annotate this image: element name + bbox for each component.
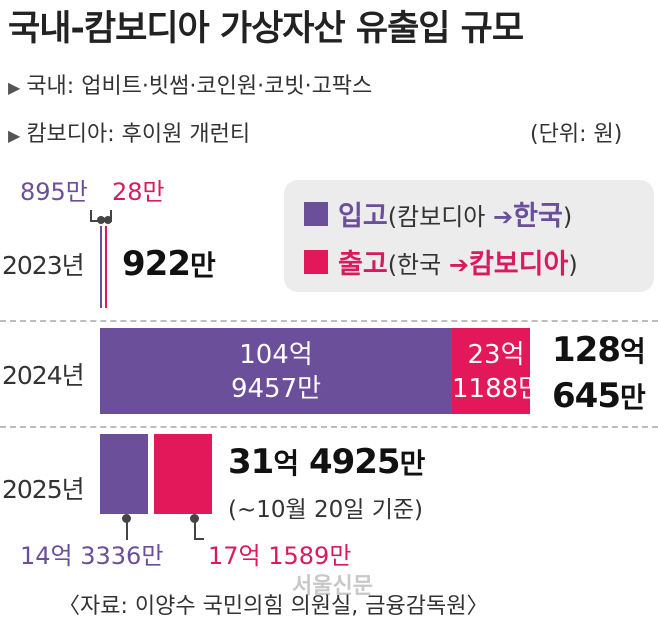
leader-line <box>90 210 92 222</box>
legend <box>284 180 654 292</box>
bar-2025-outflow <box>154 434 212 514</box>
triangle-bullet-icon: ▶ <box>8 126 21 145</box>
legend-outflow-swatch <box>304 250 328 274</box>
bar-label-2024-outflow: 23억 1188만 <box>452 340 543 404</box>
subtitle-cambodia: ▶ 캄보디아: 후이원 개런티 <box>8 122 251 147</box>
chart-title: 국내-캄보디아 가상자산 유출입 규모 <box>8 9 524 49</box>
divider <box>0 426 658 428</box>
leader-dot <box>97 216 105 224</box>
leader-dot <box>122 514 131 523</box>
legend-inflow-swatch <box>304 202 328 226</box>
leader-line <box>194 538 204 540</box>
total-2024-line1: 128억 <box>552 330 646 370</box>
triangle-bullet-icon: ▶ <box>8 78 21 97</box>
legend-inflow-text: 입고(캄보디아 ➔한국) <box>338 201 573 232</box>
value-label-2023-outflow: 28만 <box>112 178 165 206</box>
legend-outflow-text: 출고(한국 ➔캄보디아) <box>338 249 578 280</box>
leader-line <box>126 520 128 540</box>
leader-dot <box>190 514 199 523</box>
total-2025: 31억 4925만 <box>228 442 425 482</box>
leader-line <box>194 520 196 540</box>
subtitle-domestic: ▶ 국내: 업비트·빗썸·코인원·코빗·고팍스 <box>8 74 373 99</box>
year-label-2024: 2024년 <box>2 361 85 390</box>
unit-label: (단위: 원) <box>530 122 623 147</box>
leader-line <box>110 210 112 222</box>
bar-2024-inflow <box>100 328 452 414</box>
arrow-right-icon: ➔ <box>448 251 469 279</box>
leader-dot <box>104 216 112 224</box>
value-label-2025-inflow: 14억 3336만 <box>20 542 164 570</box>
bar-2024-outflow <box>452 328 530 414</box>
year-label-2023: 2023년 <box>2 251 85 280</box>
bar-2023-inflow <box>100 226 102 308</box>
divider <box>0 320 658 322</box>
watermark-logo: 서울신문 <box>292 574 373 599</box>
year-label-2025: 2025년 <box>2 475 85 504</box>
note-2025: (~10월 20일 기준) <box>228 497 424 523</box>
arrow-right-icon: ➔ <box>493 203 514 231</box>
bar-2023-outflow <box>105 226 107 308</box>
bar-label-2024-inflow: 104억 9457만 <box>230 340 322 404</box>
bar-2025-inflow <box>100 434 149 514</box>
total-2024-line2: 645만 <box>552 376 646 416</box>
value-label-2025-outflow: 17억 1589만 <box>208 542 352 570</box>
total-2023: 922만 <box>122 244 216 284</box>
value-label-2023-inflow: 895만 <box>20 178 88 206</box>
source-note: 〈자료: 이양수 국민의힘 의원실, 금융감독원〉 <box>58 594 489 619</box>
